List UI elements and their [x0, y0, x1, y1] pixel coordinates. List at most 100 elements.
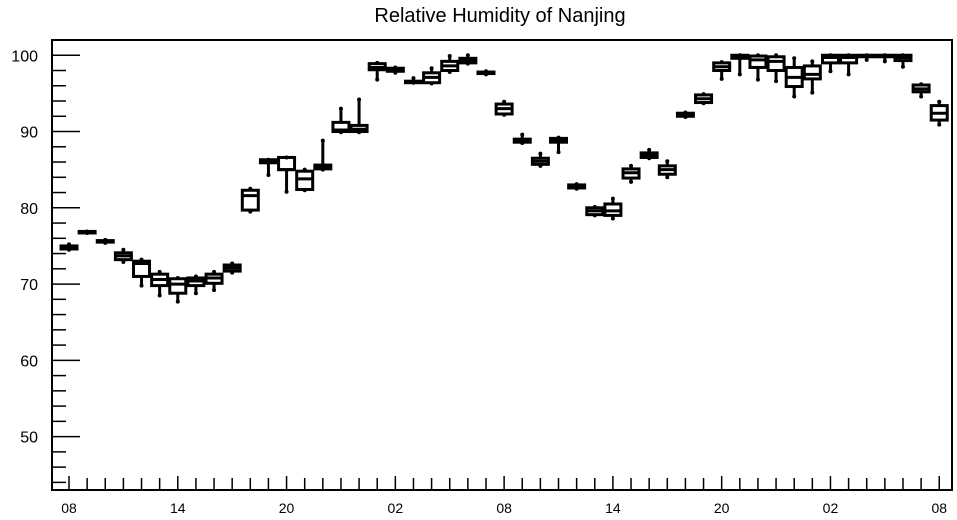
whisker-cap-low — [792, 94, 797, 99]
x-tick-label: 14 — [605, 500, 621, 516]
box-item — [277, 155, 297, 194]
whisker-cap-high — [556, 135, 561, 140]
whisker-cap-high — [284, 155, 289, 160]
y-tick-label: 50 — [20, 430, 38, 447]
box-item — [657, 159, 677, 180]
whisker-cap-high — [610, 196, 615, 201]
box-item — [675, 110, 695, 120]
whisker-cap-low — [610, 216, 615, 221]
box-item — [403, 76, 423, 85]
whisker-cap-low — [919, 94, 924, 99]
whisker-cap-high — [447, 54, 452, 59]
whisker-cap-low — [538, 163, 543, 168]
whisker-cap-high — [937, 99, 942, 104]
whisker-cap-low — [411, 80, 416, 85]
whisker-cap-low — [230, 270, 235, 275]
whisker-cap-low — [683, 115, 688, 120]
box-item — [367, 60, 387, 82]
box-item — [639, 147, 659, 161]
whisker-cap-high — [393, 65, 398, 70]
whisker-cap-low — [755, 77, 760, 82]
box-item — [258, 157, 278, 177]
x-tick-label: 08 — [496, 500, 512, 516]
whisker-cap-high — [212, 269, 217, 274]
y-tick-label: 100 — [11, 48, 38, 65]
whisker-cap-low — [647, 156, 652, 161]
y-tick-label: 90 — [20, 125, 38, 142]
whisker-cap-low — [193, 291, 198, 296]
x-tick-label: 02 — [388, 500, 404, 516]
box-iqr — [802, 64, 822, 81]
x-tick-label: 14 — [170, 500, 186, 516]
whisker-cap-high — [230, 261, 235, 266]
box-iqr — [748, 54, 768, 69]
box-item — [549, 135, 569, 155]
whisker-cap-high — [574, 182, 579, 187]
box-item — [458, 53, 478, 66]
box-item — [331, 106, 351, 135]
whisker-cap-high — [338, 106, 343, 111]
box-item — [494, 99, 514, 117]
whisker-cap-low — [465, 61, 470, 66]
whisker-cap-high — [592, 205, 597, 210]
whisker-cap-high — [193, 274, 198, 279]
whisker-cap-low — [447, 70, 452, 75]
box-item — [476, 69, 496, 77]
y-tick-label: 70 — [20, 277, 38, 294]
box-item — [385, 65, 405, 75]
whisker-cap-high — [502, 99, 507, 104]
box-item — [766, 53, 786, 84]
box-item — [784, 56, 804, 99]
y-tick-label: 80 — [20, 201, 38, 218]
whisker-cap-low — [393, 70, 398, 75]
whisker-cap-high — [538, 151, 543, 156]
box-item — [59, 242, 79, 252]
box-item — [186, 274, 206, 296]
whisker-cap-low — [556, 150, 561, 155]
whisker-cap-low — [103, 240, 108, 245]
whisker-cap-high — [103, 237, 108, 242]
chart-title: Relative Humidity of Nanjing — [374, 5, 625, 27]
whisker-cap-high — [864, 53, 869, 58]
whisker-cap-low — [665, 175, 670, 180]
whisker-cap-low — [900, 64, 905, 69]
whisker-cap-low — [937, 122, 942, 127]
whisker-cap-high — [737, 53, 742, 58]
whisker-cap-low — [774, 79, 779, 84]
box-item — [748, 53, 768, 82]
whisker-cap-high — [900, 53, 905, 58]
whisker-cap-high — [465, 53, 470, 58]
whisker-cap-low — [810, 90, 815, 95]
whisker-cap-low — [212, 288, 217, 293]
box-iqr — [295, 169, 315, 191]
whisker-cap-high — [846, 53, 851, 58]
x-axis: 08 14 20 02 08 14 20 02 08 — [61, 476, 947, 516]
x-tick-label: 08 — [931, 500, 947, 516]
whisker-cap-low — [338, 130, 343, 135]
whisker-cap-low — [629, 179, 634, 184]
box-item — [95, 237, 115, 245]
whisker-cap-low — [483, 72, 488, 77]
whisker-cap-low — [302, 188, 307, 193]
box-item — [512, 132, 532, 145]
whisker-cap-high — [429, 66, 434, 71]
box-item — [694, 92, 714, 106]
box-item — [929, 99, 949, 127]
whisker-cap-high — [139, 257, 144, 262]
box-item — [802, 59, 822, 95]
whisker-cap-low — [157, 293, 162, 298]
plot-frame — [51, 39, 953, 491]
box-item — [222, 261, 242, 275]
box-item — [820, 53, 840, 74]
box-item — [603, 196, 623, 221]
whisker-cap-high — [357, 97, 362, 102]
whisker-cap-low — [320, 167, 325, 172]
box-item — [295, 167, 315, 193]
whisker-cap-high — [774, 53, 779, 58]
whisker-cap-low — [284, 189, 289, 194]
whisker-cap-low — [882, 59, 887, 64]
whisker-cap-low — [139, 283, 144, 288]
box-iqr — [240, 188, 260, 212]
whisker-cap-low — [502, 112, 507, 117]
x-tick-label: 20 — [714, 500, 730, 516]
